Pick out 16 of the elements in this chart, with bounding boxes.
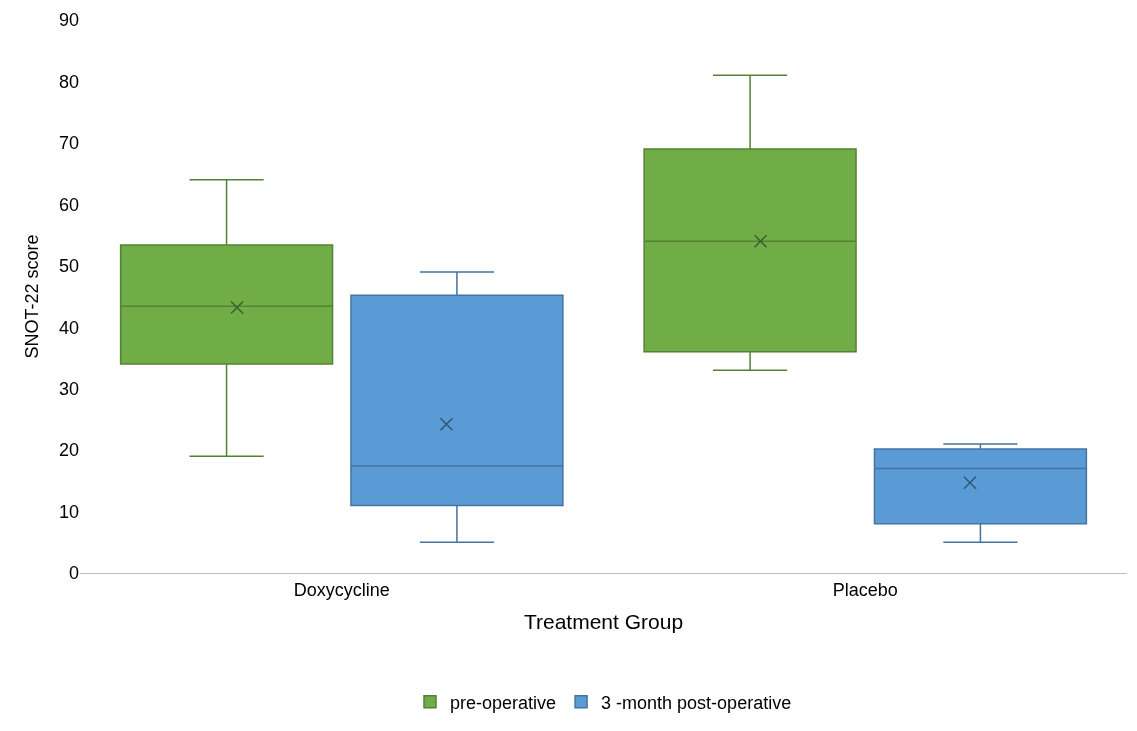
y-tick-label: 90 [58,10,79,31]
y-tick-label: 60 [58,194,79,215]
y-tick-label: 30 [58,378,79,399]
legend-label: 3 -month post-operative [601,692,792,713]
y-tick-label: 0 [68,563,79,584]
y-axis-title: SNOT-22 score [22,234,43,359]
x-tick-label: Doxycycline [293,579,390,600]
y-tick-label: 10 [58,501,79,522]
y-tick-label: 50 [58,256,79,277]
y-tick-label: 40 [58,317,79,338]
y-tick-label: 20 [58,440,79,461]
x-axis-title: Treatment Group [523,609,684,633]
legend-label: pre-operative [450,692,557,713]
y-tick-label: 70 [58,133,79,154]
y-tick-label: 80 [58,71,79,92]
x-tick-label: Placebo [832,579,898,600]
